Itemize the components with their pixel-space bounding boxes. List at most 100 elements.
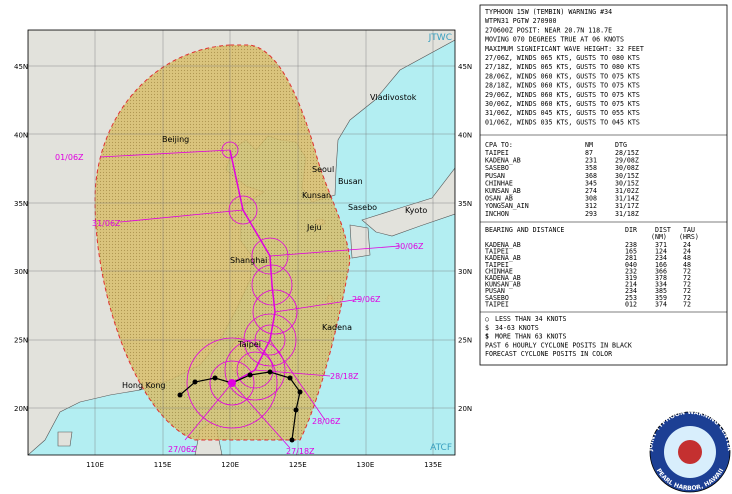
legend-symbol: $ — [485, 324, 489, 332]
place-name: Taipei — [237, 340, 261, 349]
bearing-header: BEARING AND DISTANCE — [485, 226, 564, 234]
bearing-cell: 234 — [655, 254, 667, 262]
legend-line: MORE THAN 63 KNOTS — [495, 333, 566, 341]
cpa-cell: 31/17Z — [615, 202, 639, 210]
lon-label: 130E — [357, 461, 375, 469]
bearing-units: (NM) — [651, 233, 667, 241]
lat-label: 35N — [14, 200, 28, 208]
bearing-cell: CHINHAE — [485, 267, 513, 275]
cpa-cell: 87 — [585, 149, 593, 157]
cpa-cell: 358 — [585, 164, 597, 172]
place-name: Busan — [338, 177, 363, 186]
place-name: Kunsan — [302, 191, 331, 200]
bearing-header: DIST — [655, 226, 671, 234]
cpa-cell: 368 — [585, 172, 597, 180]
legend-symbol: ○ — [485, 315, 489, 323]
panel-header-line: MOVING 070 DEGREES TRUE AT 06 KNOTS — [485, 36, 624, 44]
lon-label: 110E — [86, 461, 104, 469]
cpa-cell: OSAN_AB — [485, 195, 513, 203]
lon-label: 135E — [424, 461, 442, 469]
legend-line: 34-63 KNOTS — [495, 324, 539, 332]
bearing-cell: 371 — [655, 241, 667, 249]
bearing-cell: 165 — [625, 248, 637, 256]
bearing-cell: 24 — [683, 241, 691, 249]
label-leaders — [99, 149, 401, 449]
bearing-cell: 012 — [625, 300, 637, 308]
panel-header-line: MAXIMUM SIGNIFICANT WAVE HEIGHT: 32 FEET — [485, 45, 644, 53]
bearing-cell: KADENA_AB — [485, 241, 521, 249]
bearing-cell: 72 — [683, 294, 691, 302]
cpa-cell: 30/15Z — [615, 172, 639, 180]
cpa-cell: SASEBO — [485, 164, 509, 172]
track-label: 28/06Z — [312, 417, 341, 426]
cpa-cell: 30/08Z — [615, 164, 639, 172]
bearing-cell: 281 — [625, 254, 637, 262]
bearing-cell: 72 — [683, 274, 691, 282]
lat-label: 25N — [458, 337, 472, 345]
panel-dividers — [480, 134, 727, 313]
past-track — [179, 371, 301, 441]
cpa-cell: INCHON — [485, 210, 509, 218]
source: ATCF — [430, 443, 452, 453]
bearing-cell: 166 — [655, 261, 667, 269]
bearing-cell: 040 — [625, 261, 637, 269]
bearing-cell: TAIPEI — [485, 248, 509, 256]
cpa-cell: KADENA_AB — [485, 157, 521, 165]
info-panel — [479, 4, 728, 366]
panel-header-line: WTPN31 PGTW 270900 — [485, 17, 556, 25]
bearing-cell: 48 — [683, 254, 691, 262]
legend-symbol: $ — [485, 333, 489, 341]
cpa-cell: 31/18Z — [615, 210, 639, 218]
map-labels: JTWC ATCF — [428, 33, 452, 453]
cpa-cell: 30/15Z — [615, 179, 639, 187]
bearing-cell: 72 — [683, 300, 691, 308]
cpa-cell: 308 — [585, 195, 597, 203]
bearing-cell: 234 — [625, 287, 637, 295]
cpa-cell: KUNSAN_AB — [485, 187, 521, 195]
bearing-cell: 385 — [655, 287, 667, 295]
bearing-cell: SASEBO — [485, 294, 509, 302]
bearing-cell: TAIPEI — [485, 261, 509, 269]
bearing-cell: PUSAN — [485, 287, 505, 295]
bearing-header: TAU — [683, 226, 695, 234]
cpa-cell: 312 — [585, 202, 597, 210]
cpa-cell: CHINHAE — [485, 179, 513, 187]
place-name: Jeju — [306, 223, 322, 232]
lat-label: 35N — [458, 200, 472, 208]
cpa-cell: 31/02Z — [615, 187, 639, 195]
panel-header-line: 27/06Z, WINDS 065 KTS, GUSTS TO 080 KTS — [485, 54, 640, 62]
lat-label: 45N — [458, 63, 472, 71]
lat-label: 30N — [458, 268, 472, 276]
lat-label: 25N — [14, 337, 28, 345]
panel-header-line: 270600Z POSIT: NEAR 20.7N 118.7E — [485, 26, 612, 34]
panel-header-line: 28/18Z, WINDS 060 KTS, GUSTS TO 075 KTS — [485, 82, 640, 90]
legend-line: PAST 6 HOURLY CYCLONE POSITS IN BLACK — [485, 341, 632, 349]
cpa-cell: TAIPEI — [485, 149, 509, 157]
bearing-cell: 124 — [655, 248, 667, 256]
lat-label: 40N — [458, 131, 472, 139]
cpa-header: CPA TO: — [485, 141, 513, 149]
cpa-cell: YONGSAN_AIN — [485, 202, 529, 210]
track-label: 01/06Z — [55, 153, 84, 162]
bearing-cell: 72 — [683, 287, 691, 295]
lat-label: 30N — [14, 268, 28, 276]
bearing-cell: 253 — [625, 294, 637, 302]
cpa-cell: 29/08Z — [615, 157, 639, 165]
cpa-cell: 28/15Z — [615, 149, 639, 157]
panel-header-line: TYPHOON 15W (TEMBIN) WARNING #34 — [485, 8, 612, 16]
panel-header-line: 28/06Z, WINDS 060 KTS, GUSTS TO 075 KTS — [485, 72, 640, 80]
bearing-cell: 72 — [683, 281, 691, 289]
bearing-cell: 232 — [625, 267, 637, 275]
bearing-cell: 374 — [655, 300, 667, 308]
track-label: 29/06Z — [352, 295, 381, 304]
map — [28, 30, 455, 455]
lat-label: 20N — [14, 405, 28, 413]
cpa-cell: PUSAN — [485, 172, 505, 180]
bearing-cell: 359 — [655, 294, 667, 302]
cpa-cell: 274 — [585, 187, 597, 195]
bearing-cell: 72 — [683, 267, 691, 275]
bearing-cell: TAIPEI — [485, 300, 509, 308]
place-name: Sasebo — [348, 203, 377, 212]
panel-header-line: 27/18Z, WINDS 065 KTS, GUSTS TO 080 KTS — [485, 63, 640, 71]
place-name: Hong Kong — [122, 381, 166, 390]
